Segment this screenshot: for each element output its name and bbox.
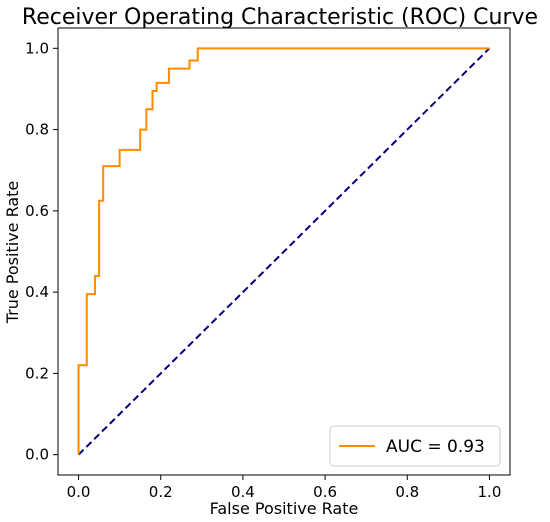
y-axis-label: True Positive Rate — [3, 181, 22, 325]
x-axis-ticks: 0.0 0.2 0.4 0.6 0.8 1.0 — [67, 475, 502, 501]
y-tick-label: 0.2 — [25, 364, 49, 382]
y-tick-label: 0.4 — [25, 283, 49, 301]
chance-diagonal-line — [77, 47, 491, 456]
x-tick-label: 1.0 — [478, 483, 502, 501]
y-tick-label: 0.0 — [25, 446, 49, 464]
y-axis-ticks: 0.0 0.2 0.4 0.6 0.8 1.0 — [25, 39, 58, 464]
legend-label: AUC = 0.93 — [386, 437, 485, 457]
roc-curve-line — [77, 47, 490, 455]
legend: AUC = 0.93 — [329, 425, 501, 467]
x-tick-label: 0.4 — [231, 483, 255, 501]
y-tick-label: 1.0 — [25, 39, 49, 57]
x-tick-label: 0.0 — [67, 483, 91, 501]
x-tick-label: 0.6 — [313, 483, 337, 501]
legend-box — [329, 425, 501, 467]
x-axis-label: False Positive Rate — [210, 499, 359, 518]
x-tick-label: 0.2 — [149, 483, 173, 501]
chart-title: Receiver Operating Characteristic (ROC) … — [22, 5, 538, 30]
series-layer — [77, 47, 491, 456]
plot-frame — [57, 27, 511, 476]
x-tick-label: 0.8 — [395, 483, 419, 501]
y-tick-label: 0.8 — [25, 121, 49, 139]
y-tick-label: 0.6 — [25, 202, 49, 220]
